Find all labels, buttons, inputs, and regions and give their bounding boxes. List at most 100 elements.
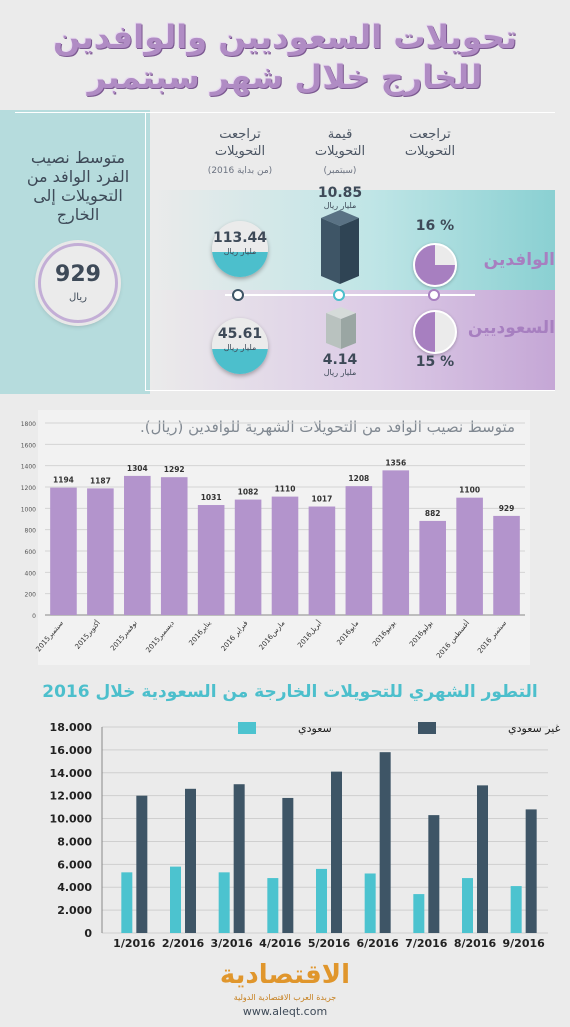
chart2-category-label: 6/2016 [357, 937, 400, 950]
chart1-ytick-label: 1200 [21, 485, 36, 492]
chart1-ytick-label: 400 [25, 570, 37, 577]
chart2-legend-swatch-nonsaudi [418, 722, 436, 734]
col-header-decline-ytd: تراجعت التحويلات [214, 127, 266, 159]
value-column-dot [333, 289, 345, 301]
expats-ytd-disc [212, 221, 268, 277]
chart2-legend-label-nonsaudi: غير سعودي [508, 722, 561, 735]
infographic-title-line1: تحويلات السعوديين والوافدين [52, 18, 517, 56]
ytd-column-dot [232, 289, 244, 301]
chart2-ytick-label: 18.000 [50, 721, 93, 734]
panel-vertical-divider [145, 112, 146, 390]
row-separator-line [225, 294, 475, 296]
expats-decline-pct: 16 % [415, 218, 455, 234]
chart2-bar-nonsaudi [282, 797, 294, 933]
chart2-bar-saudi [510, 886, 522, 933]
chart2-category-label: 1/2016 [113, 937, 156, 950]
chart1-ytick-label: 800 [25, 528, 37, 535]
chart1-bar [271, 496, 299, 615]
chart1-ytick-label: 1800 [21, 421, 36, 428]
chart1-bar [382, 470, 410, 615]
chart2-category-label: 4/2016 [259, 937, 302, 950]
chart2-category-label: 7/2016 [405, 937, 448, 950]
chart1-data-label: 1082 [238, 488, 259, 497]
chart2-ytick-label: 14.000 [50, 767, 93, 780]
chart1-bar [345, 486, 373, 615]
saudis-transfer-unit: مليار ريال [323, 368, 357, 377]
chart1-data-label: 1304 [127, 464, 148, 473]
chart2-ytick-label: 4.000 [57, 881, 92, 894]
chart2-ytick-label: 10.000 [50, 813, 93, 826]
chart1-ytick-label: 1000 [21, 506, 36, 513]
chart1-data-label: 1100 [459, 486, 480, 495]
chart2-bar-nonsaudi [379, 752, 391, 933]
chart2-category-label: 5/2016 [308, 937, 351, 950]
saudis-ytd-unit: مليار ريال [223, 343, 257, 352]
brand-tagline: جريدة العرب الاقتصادية الدولية [233, 993, 337, 1002]
chart2-category-label: 3/2016 [211, 937, 254, 950]
chart1-monthly-average-bars: 0200400600800100012001400160018001194سبت… [21, 410, 530, 665]
panel-top-divider [15, 112, 555, 113]
chart2-ytick-label: 6.000 [57, 858, 92, 871]
chart1-bar [124, 475, 151, 615]
chart1-bar [493, 515, 520, 615]
chart1-ytick-label: 600 [25, 549, 37, 556]
chart1-bar [87, 488, 114, 615]
chart1-bar [160, 477, 188, 615]
chart2-category-label: 9/2016 [503, 937, 546, 950]
chart2-ytick-label: 2.000 [57, 904, 92, 917]
saudis-transfer-cube-icon [326, 307, 356, 349]
chart2-bar-saudi [121, 872, 133, 933]
chart2-bar-saudi [462, 878, 473, 933]
chart1-bar [308, 506, 336, 615]
expats-transfer-unit: مليار ريال [323, 201, 357, 210]
avg-share-circle [38, 243, 118, 323]
saudis-decline-pct: 15 % [415, 354, 455, 370]
chart2-ytick-label: 16.000 [50, 744, 93, 757]
expats-transfer-value: 10.85 [317, 185, 363, 201]
chart2-bar-nonsaudi [477, 785, 488, 933]
chart2-bar-nonsaudi [428, 815, 440, 933]
chart2-bar-saudi [364, 873, 376, 933]
chart1-bar [197, 505, 225, 615]
chart2-bar-saudi [267, 878, 279, 933]
row-label-saudis: السعوديين [467, 318, 555, 338]
chart1-bar [456, 497, 483, 615]
avg-share-label: متوسط نصيب الفرد الوافد من التحويلات إلى… [26, 148, 130, 224]
chart1-data-label: 1110 [275, 485, 296, 494]
chart2-bar-saudi [218, 872, 230, 933]
chart1-data-label: 1187 [90, 476, 111, 485]
chart2-bar-nonsaudi [525, 809, 537, 933]
chart2-category-label: 2/2016 [162, 937, 205, 950]
saudis-transfer-value: 4.14 [322, 352, 358, 368]
panel-bottom-divider [145, 390, 555, 391]
decline-column-dot [428, 289, 440, 301]
chart1-ytick-label: 1600 [21, 442, 36, 449]
chart2-title: التطور الشهري للتحويلات الخارجة من السعو… [42, 682, 538, 702]
expats-transfer-cube-icon [321, 210, 359, 284]
chart2-bar-saudi [413, 894, 425, 933]
chart1-ytick-label: 0 [32, 613, 36, 620]
chart1-data-label: 1017 [311, 495, 332, 504]
row-label-expats: الوافدين [483, 250, 555, 270]
avg-share-value: 929 [55, 262, 101, 287]
chart2-bar-saudi [316, 868, 327, 933]
col-subheader-since-start: (من بداية 2016) [207, 166, 273, 176]
col-header-decline-monthly: تراجعت التحويلات [404, 127, 456, 159]
col-subheader-september: (سبتمبر) [323, 166, 357, 176]
chart2-category-label: 8/2016 [454, 937, 497, 950]
chart2-ytick-label: 12.000 [50, 790, 93, 803]
chart2-bar-nonsaudi [136, 795, 148, 933]
expats-ytd-unit: مليار ريال [223, 247, 257, 256]
chart1-data-label: 1208 [348, 474, 369, 483]
chart2-legend-label-saudi: سعودي [298, 722, 332, 735]
avg-share-unit: ريال [69, 292, 87, 303]
chart2-bar-nonsaudi [233, 784, 245, 933]
brand-url[interactable]: www.aleqt.com [242, 1005, 328, 1018]
col-header-transfer-value: قيمة التحويلات [314, 127, 366, 159]
infographic-title-line2: للخارج خلال شهر سبتمبر [87, 58, 483, 96]
chart1-data-label: 882 [425, 509, 441, 518]
chart1-data-label: 1356 [385, 458, 406, 467]
chart1-data-label: 1194 [53, 476, 74, 485]
chart1-bar [419, 520, 446, 615]
chart1-ytick-label: 1400 [21, 464, 36, 471]
